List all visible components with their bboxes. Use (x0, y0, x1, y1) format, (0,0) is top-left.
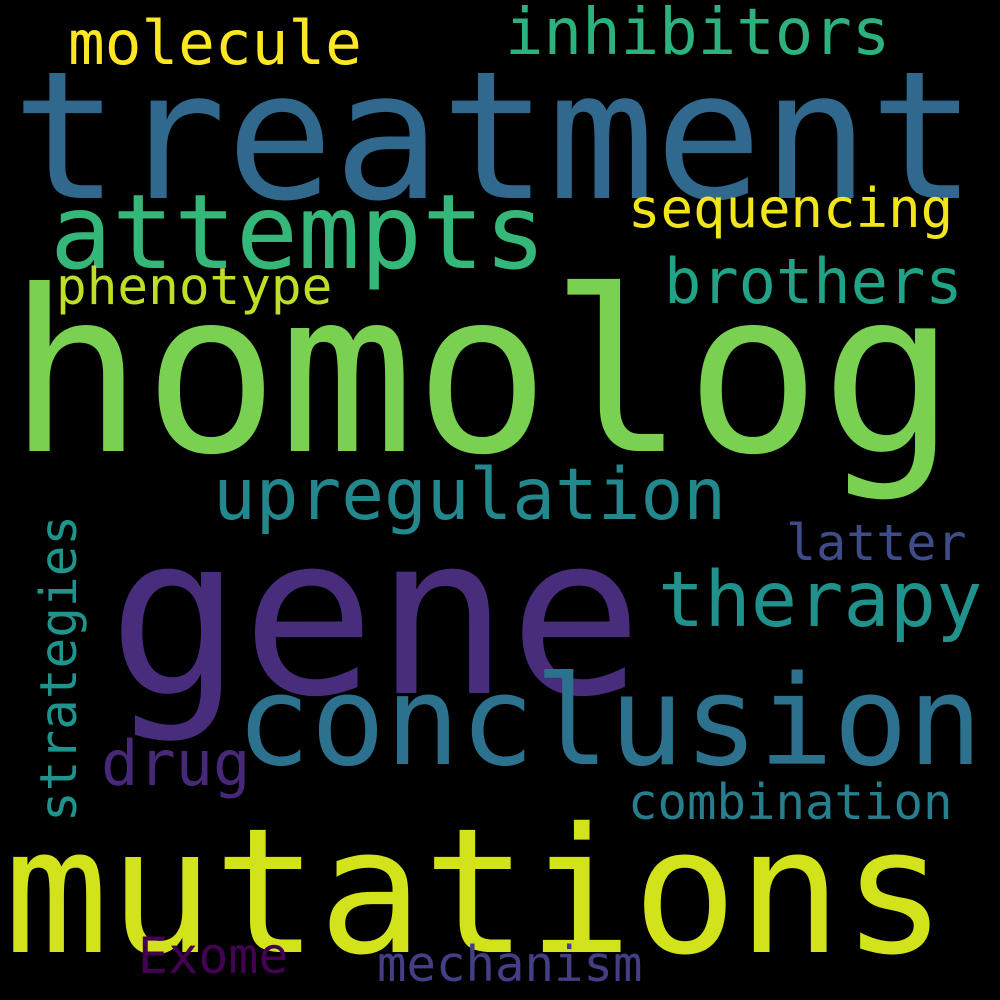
word-latter: latter (786, 514, 967, 572)
word-upregulation: upregulation (213, 453, 726, 536)
word-mutations: mutations (4, 791, 947, 994)
word-mechanism: mechanism (377, 936, 643, 993)
word-treatment: treatment (12, 33, 977, 240)
word-sequencing: sequencing (628, 177, 954, 240)
word-conclusion: conclusion (236, 650, 983, 794)
word-brothers: brothers (664, 245, 963, 318)
word-inhibitors: inhibitors (505, 0, 891, 70)
word-molecule: molecule (68, 8, 362, 79)
word-homolog: homolog (8, 243, 957, 505)
word-combination: combination (628, 774, 953, 831)
word-phenotype: phenotype (56, 258, 333, 317)
word-exome: Exome (138, 927, 289, 985)
word-gene: gene (108, 488, 643, 746)
word-attempts: attempts (50, 173, 547, 293)
word-strategies: strategies (30, 514, 89, 822)
word-drug: drug (101, 727, 251, 800)
word-therapy: therapy (658, 556, 983, 645)
